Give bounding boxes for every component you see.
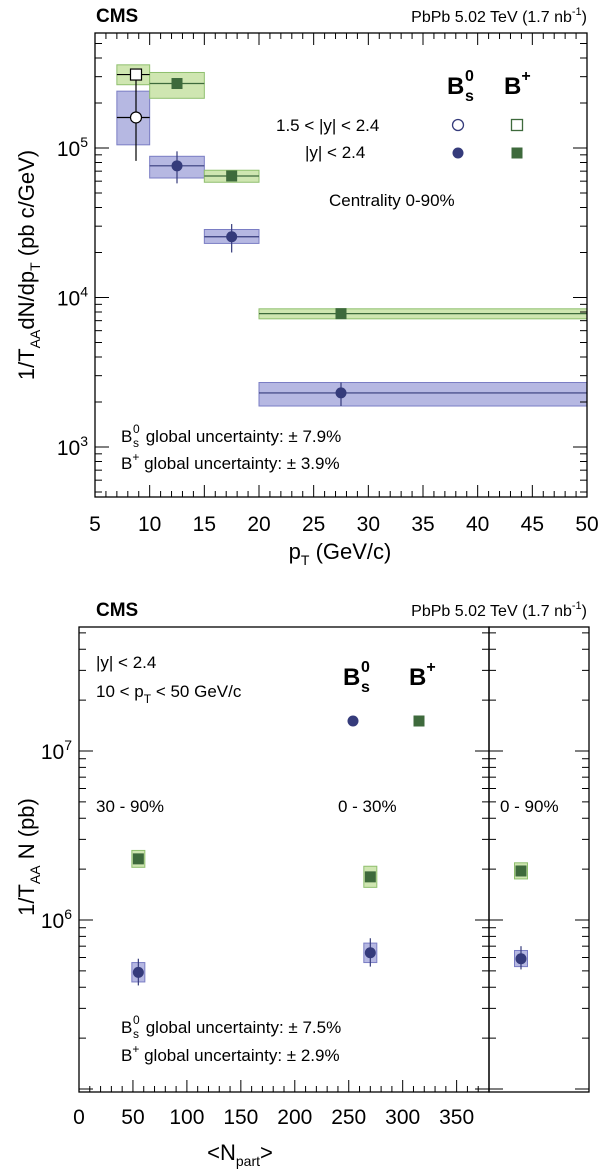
top-x-tick-label: 40 <box>466 513 489 536</box>
top-point-bs <box>171 160 183 172</box>
bottom-legend-bs-label: B0 s <box>343 659 370 696</box>
bottom-global-uncertainty-bp: B+ global uncertainty: ± 2.9% <box>121 1042 340 1065</box>
bottom-global-uncertainty-bs: B0 s global uncertainty: ± 7.5% <box>121 1013 341 1041</box>
bottom-x-tick-label: 50 <box>121 1106 144 1129</box>
bottom-centrality-0-30: 0 - 30% <box>338 797 397 816</box>
top-x-tick-label: 20 <box>247 513 270 536</box>
bottom-point-bp <box>364 871 376 883</box>
top-syst-band <box>258 382 588 407</box>
top-x-tick-label: 15 <box>193 513 216 536</box>
bottom-axes: 0 50 100 150 200 250 300 350 106 107 <box>41 632 589 1129</box>
top-x-tick-label: 5 <box>89 513 101 536</box>
top-axes: 5 10 15 20 25 30 35 40 45 50 103 104 105 <box>57 33 599 536</box>
legend-marker-bp-filled-square <box>511 147 523 159</box>
top-point-bs <box>226 231 238 243</box>
bottom-x-tick-label: 150 <box>223 1106 258 1129</box>
top-point-bs-forward <box>129 111 143 124</box>
bottom-point-bs <box>132 966 144 978</box>
top-x-tick-label: 50 <box>575 513 598 536</box>
top-legend-bs-label: B0 s <box>447 68 474 105</box>
top-legend-bp-label: B+ <box>504 68 531 100</box>
legend-marker-bs-filled-circle <box>452 147 464 159</box>
bottom-lumi-label: PbPb 5.02 TeV (1.7 nb-1) <box>411 600 587 620</box>
top-point-bp <box>335 308 347 320</box>
top-point-bp-forward <box>129 68 143 81</box>
top-x-tick-label: 35 <box>411 513 434 536</box>
bottom-data-layer <box>131 849 528 986</box>
legend-marker-bp-open-square <box>510 118 524 132</box>
bottom-legend-marker-bs <box>347 715 359 727</box>
bottom-point-bs <box>515 953 527 965</box>
bottom-x-tick-label: 250 <box>331 1106 366 1129</box>
top-centrality-label: Centrality 0-90% <box>329 191 455 210</box>
top-global-uncertainty-bs: B0 s global uncertainty: ± 7.9% <box>121 422 341 450</box>
top-legend-row1-label: 1.5 < |y| < 2.4 <box>276 116 379 135</box>
top-y-tick-label: 105 <box>57 134 88 161</box>
top-y-tick-label: 103 <box>57 433 88 460</box>
bottom-plot-frame-integrated <box>488 626 590 1093</box>
top-cms-label: CMS <box>96 6 138 27</box>
top-legend: B0 s B+ 1.5 < |y| < 2.4 |y| < 2.4 <box>276 68 531 162</box>
top-y-axis-label: 1/TAAdN/dpT (pb c/GeV) <box>14 150 43 380</box>
bottom-y-axis-label: 1/TAA N (pb) <box>14 798 43 916</box>
top-point-bp <box>171 78 183 90</box>
top-legend-row2-label: |y| < 2.4 <box>305 143 365 162</box>
bottom-x-tick-label: 350 <box>439 1106 474 1129</box>
bottom-point-bs <box>364 947 376 959</box>
top-x-tick-label: 25 <box>302 513 325 536</box>
bottom-point-bp <box>132 853 144 865</box>
bottom-selection-pt: 10 < pT < 50 GeV/c <box>96 682 242 706</box>
bottom-x-tick-label: 300 <box>385 1106 420 1129</box>
top-x-tick-label: 10 <box>138 513 161 536</box>
bottom-legend-marker-bp <box>413 715 425 727</box>
bottom-legend-bp-label: B+ <box>409 659 436 691</box>
top-plot-frame <box>94 32 588 498</box>
bottom-panel: CMS PbPb 5.02 TeV (1.7 nb-1) 0 50 100 150 20… <box>14 600 590 1169</box>
top-x-tick-label: 30 <box>357 513 380 536</box>
bottom-x-tick-label: 100 <box>169 1106 204 1129</box>
bottom-centrality-0-90: 0 - 90% <box>500 797 559 816</box>
top-y-tick-label: 104 <box>57 284 88 311</box>
top-x-tick-label: 45 <box>521 513 544 536</box>
bottom-x-tick-label: 0 <box>73 1106 85 1129</box>
top-lumi-label: PbPb 5.02 TeV (1.7 nb-1) <box>411 6 587 26</box>
bottom-point-bp <box>515 865 527 877</box>
bottom-y-tick-label: 106 <box>41 906 72 933</box>
bottom-selection-rapidity: |y| < 2.4 <box>96 653 156 672</box>
bottom-legend: B0 s B+ <box>343 659 436 727</box>
bottom-centrality-30-90: 30 - 90% <box>96 797 164 816</box>
top-point-bp <box>226 170 238 182</box>
top-point-bs <box>335 387 347 399</box>
bottom-x-axis-label: <Npart> <box>207 1140 273 1169</box>
bottom-x-tick-label: 200 <box>277 1106 312 1129</box>
legend-marker-bs-open-circle <box>451 118 465 132</box>
top-global-uncertainty-bp: B+ global uncertainty: ± 3.9% <box>121 450 340 473</box>
top-panel: CMS PbPb 5.02 TeV (1.7 nb-1) 5 10 15 20 25 30… <box>14 6 599 568</box>
top-x-axis-label: pT (GeV/c) <box>289 539 392 568</box>
bottom-y-tick-label: 107 <box>41 737 72 764</box>
bottom-cms-label: CMS <box>96 600 138 621</box>
